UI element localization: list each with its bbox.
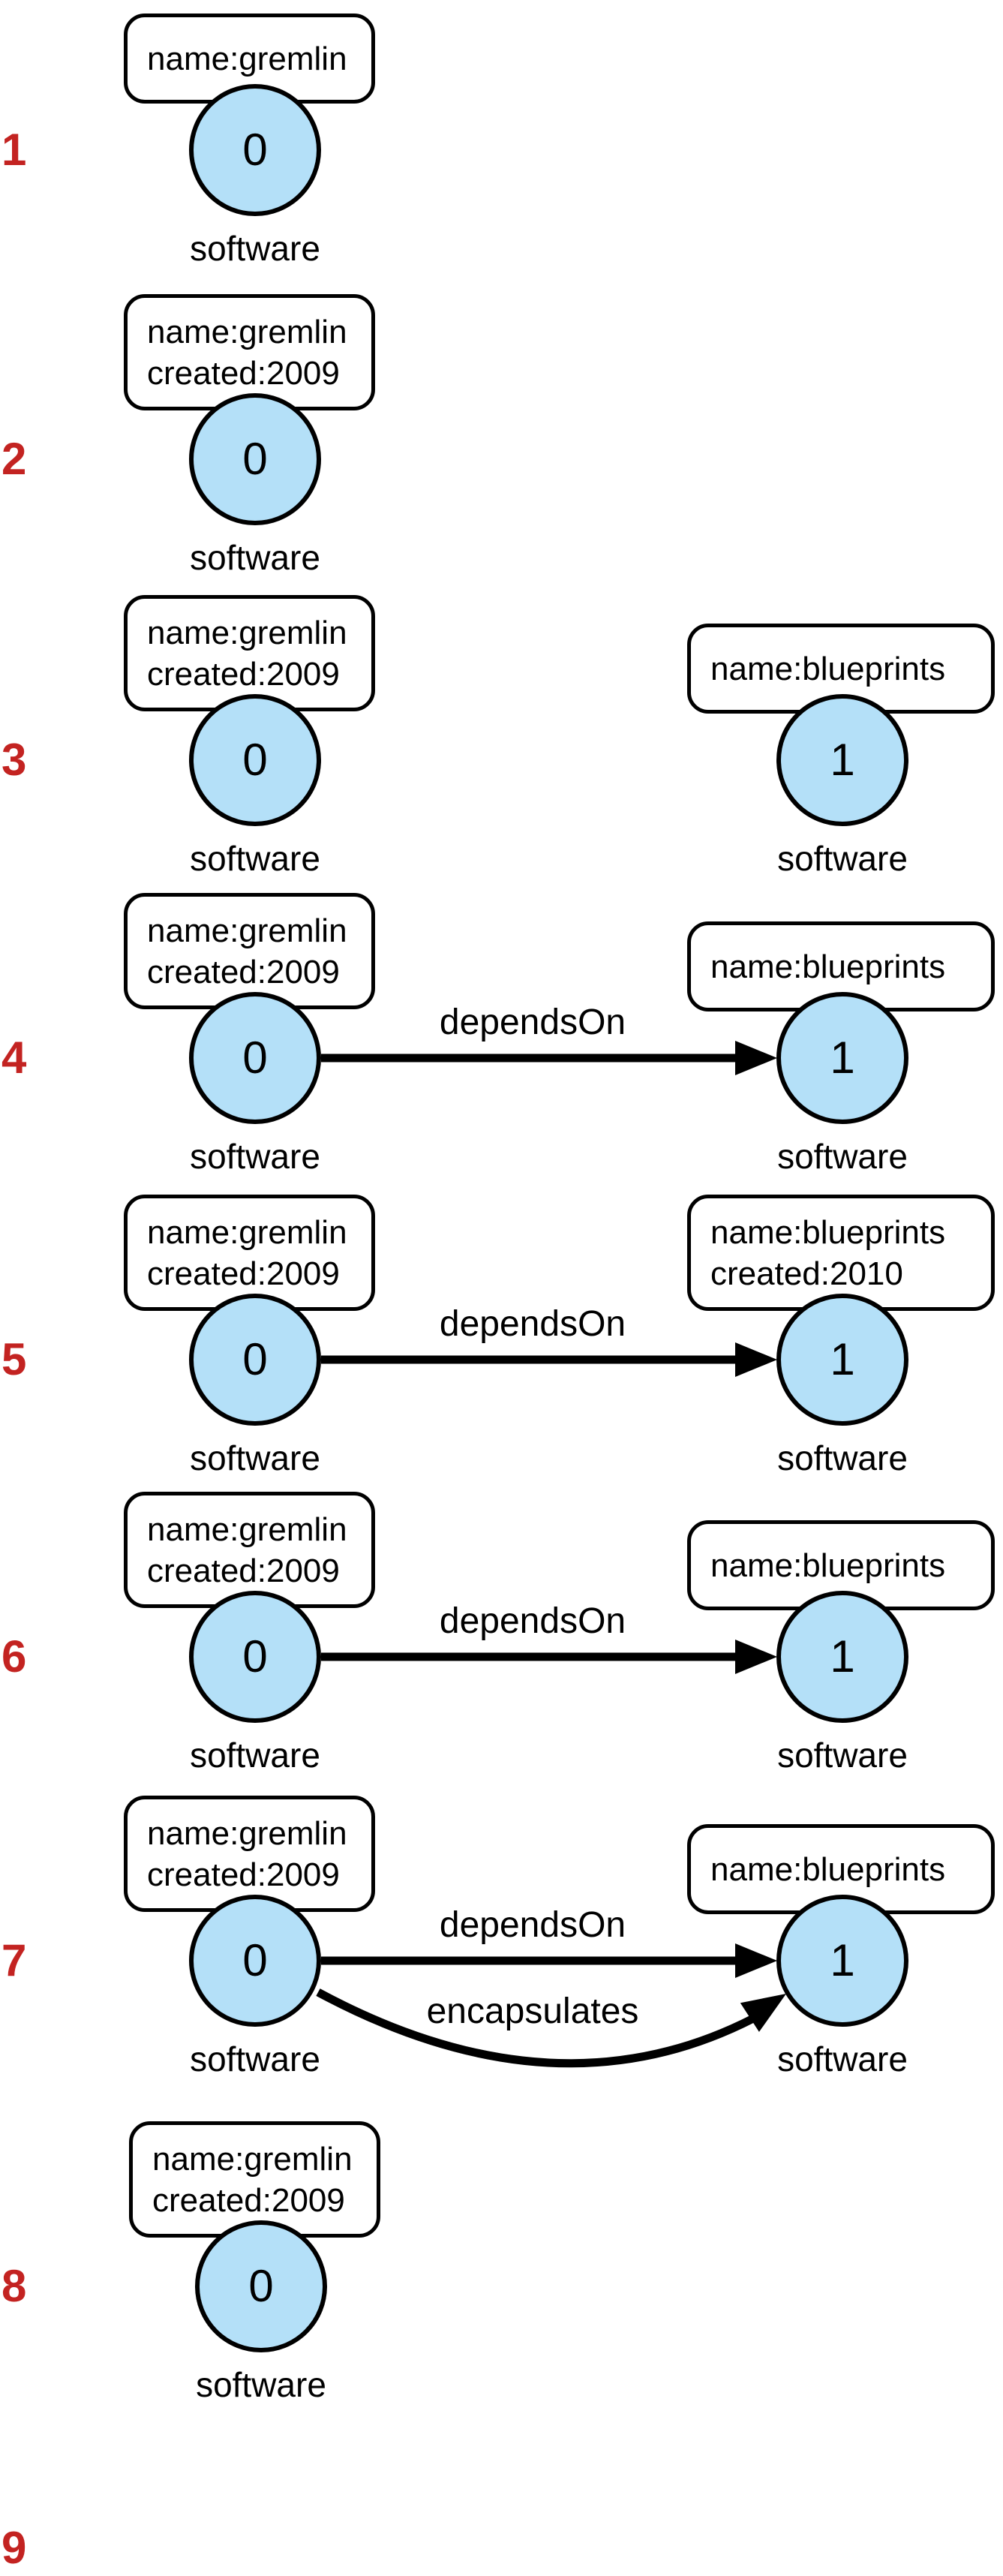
- vertex-0-label: software: [190, 839, 320, 878]
- vertex-properties: name:gremlin created:2009: [152, 2140, 353, 2219]
- vertex-0-label: software: [190, 2039, 320, 2079]
- vertex-1-properties-box: name:blueprints: [687, 1520, 995, 1610]
- vertex-0-properties-box: name:gremlin created:2009: [124, 1796, 375, 1912]
- edge-dependson-step5: [321, 1342, 777, 1377]
- arrowhead-icon: [740, 1994, 786, 2032]
- edge-dependson-step4: [321, 1041, 777, 1075]
- vertex-id: 1: [830, 1631, 855, 1682]
- vertex-id: 0: [242, 1033, 268, 1083]
- edge-label-dependson: dependsOn: [439, 1304, 626, 1344]
- vertex-id: 0: [248, 2261, 274, 2311]
- vertex-properties: name:blueprints created:2010: [710, 1213, 946, 1292]
- vertex-1-circle: 1: [776, 1895, 908, 2027]
- vertex-properties: name:gremlin created:2009: [147, 313, 347, 392]
- step-number: 9: [2, 2523, 27, 2573]
- arrowhead-icon: [735, 1041, 777, 1075]
- vertex-0-properties-box: name:gremlin created:2009: [129, 2121, 380, 2238]
- vertex-properties: name:blueprints: [710, 650, 946, 687]
- arrowhead-icon: [735, 1943, 777, 1978]
- vertex-id: 1: [830, 1033, 855, 1083]
- step-number: 2: [2, 434, 27, 484]
- vertex-properties: name:blueprints: [710, 1547, 946, 1584]
- vertex-properties: name:gremlin created:2009: [147, 1814, 347, 1893]
- step-number: 7: [2, 1935, 27, 1985]
- edge-dependson-step6: [321, 1640, 777, 1674]
- vertex-id: 1: [830, 1334, 855, 1384]
- vertex-1-circle: 1: [776, 1591, 908, 1723]
- vertex-0-circle: 0: [189, 393, 321, 525]
- step-number: 6: [2, 1631, 27, 1682]
- vertex-0-circle: 0: [189, 992, 321, 1124]
- vertex-id: 0: [242, 735, 268, 785]
- step-number: 8: [2, 2261, 27, 2311]
- vertex-properties: name:gremlin created:2009: [147, 1213, 347, 1292]
- edge-label-dependson: dependsOn: [439, 1601, 626, 1641]
- vertex-properties: name:gremlin: [147, 40, 347, 77]
- vertex-properties: name:blueprints: [710, 1850, 946, 1888]
- vertex-1-circle: 1: [776, 1294, 908, 1426]
- arrowhead-icon: [735, 1640, 777, 1674]
- edge-dependson-step7: [321, 1943, 777, 1978]
- step-number: 4: [2, 1033, 27, 1083]
- vertex-0-properties-box: name:gremlin created:2009: [124, 1195, 375, 1311]
- edge-encapsulates-step7: [316, 1988, 786, 2068]
- vertex-0-label: software: [196, 2365, 326, 2404]
- vertex-id: 0: [242, 434, 268, 484]
- vertex-properties: name:gremlin created:2009: [147, 912, 347, 990]
- vertex-0-circle: 0: [189, 1591, 321, 1723]
- vertex-0-circle: 0: [189, 1895, 321, 2027]
- edge-label-dependson: dependsOn: [439, 1002, 626, 1042]
- vertex-0-label: software: [190, 1438, 320, 1477]
- step-number: 5: [2, 1334, 27, 1384]
- vertex-id: 0: [242, 1631, 268, 1682]
- step-number: 1: [2, 125, 27, 175]
- vertex-1-properties-box: name:blueprints created:2010: [687, 1195, 995, 1311]
- vertex-id: 1: [830, 1935, 855, 1985]
- vertex-1-label: software: [777, 1736, 908, 1775]
- vertex-0-circle: 0: [189, 694, 321, 826]
- vertex-properties: name:blueprints: [710, 948, 946, 985]
- arrowhead-icon: [735, 1342, 777, 1377]
- step-number: 3: [2, 735, 27, 785]
- vertex-1-label: software: [777, 839, 908, 878]
- vertex-0-circle: 0: [189, 1294, 321, 1426]
- vertex-0-circle: 0: [189, 84, 321, 216]
- vertex-1-circle: 1: [776, 694, 908, 826]
- edge-label-dependson: dependsOn: [439, 1905, 626, 1945]
- vertex-0-properties-box: name:gremlin created:2009: [124, 595, 375, 711]
- vertex-0-circle: 0: [195, 2220, 327, 2352]
- vertex-0-label: software: [190, 229, 320, 268]
- vertex-1-label: software: [777, 2039, 908, 2079]
- vertex-id: 0: [242, 125, 268, 175]
- vertex-1-circle: 1: [776, 992, 908, 1124]
- vertex-1-label: software: [777, 1137, 908, 1176]
- vertex-properties: name:gremlin created:2009: [147, 614, 347, 693]
- vertex-0-label: software: [190, 1137, 320, 1176]
- vertex-id: 0: [242, 1334, 268, 1384]
- edge-label-encapsulates: encapsulates: [426, 1991, 639, 2031]
- vertex-properties: name:gremlin created:2009: [147, 1510, 347, 1589]
- vertex-0-label: software: [190, 538, 320, 577]
- vertex-0-properties-box: name:gremlin created:2009: [124, 893, 375, 1009]
- vertex-1-label: software: [777, 1438, 908, 1477]
- vertex-0-label: software: [190, 1736, 320, 1775]
- vertex-id: 1: [830, 735, 855, 785]
- vertex-id: 0: [242, 1935, 268, 1985]
